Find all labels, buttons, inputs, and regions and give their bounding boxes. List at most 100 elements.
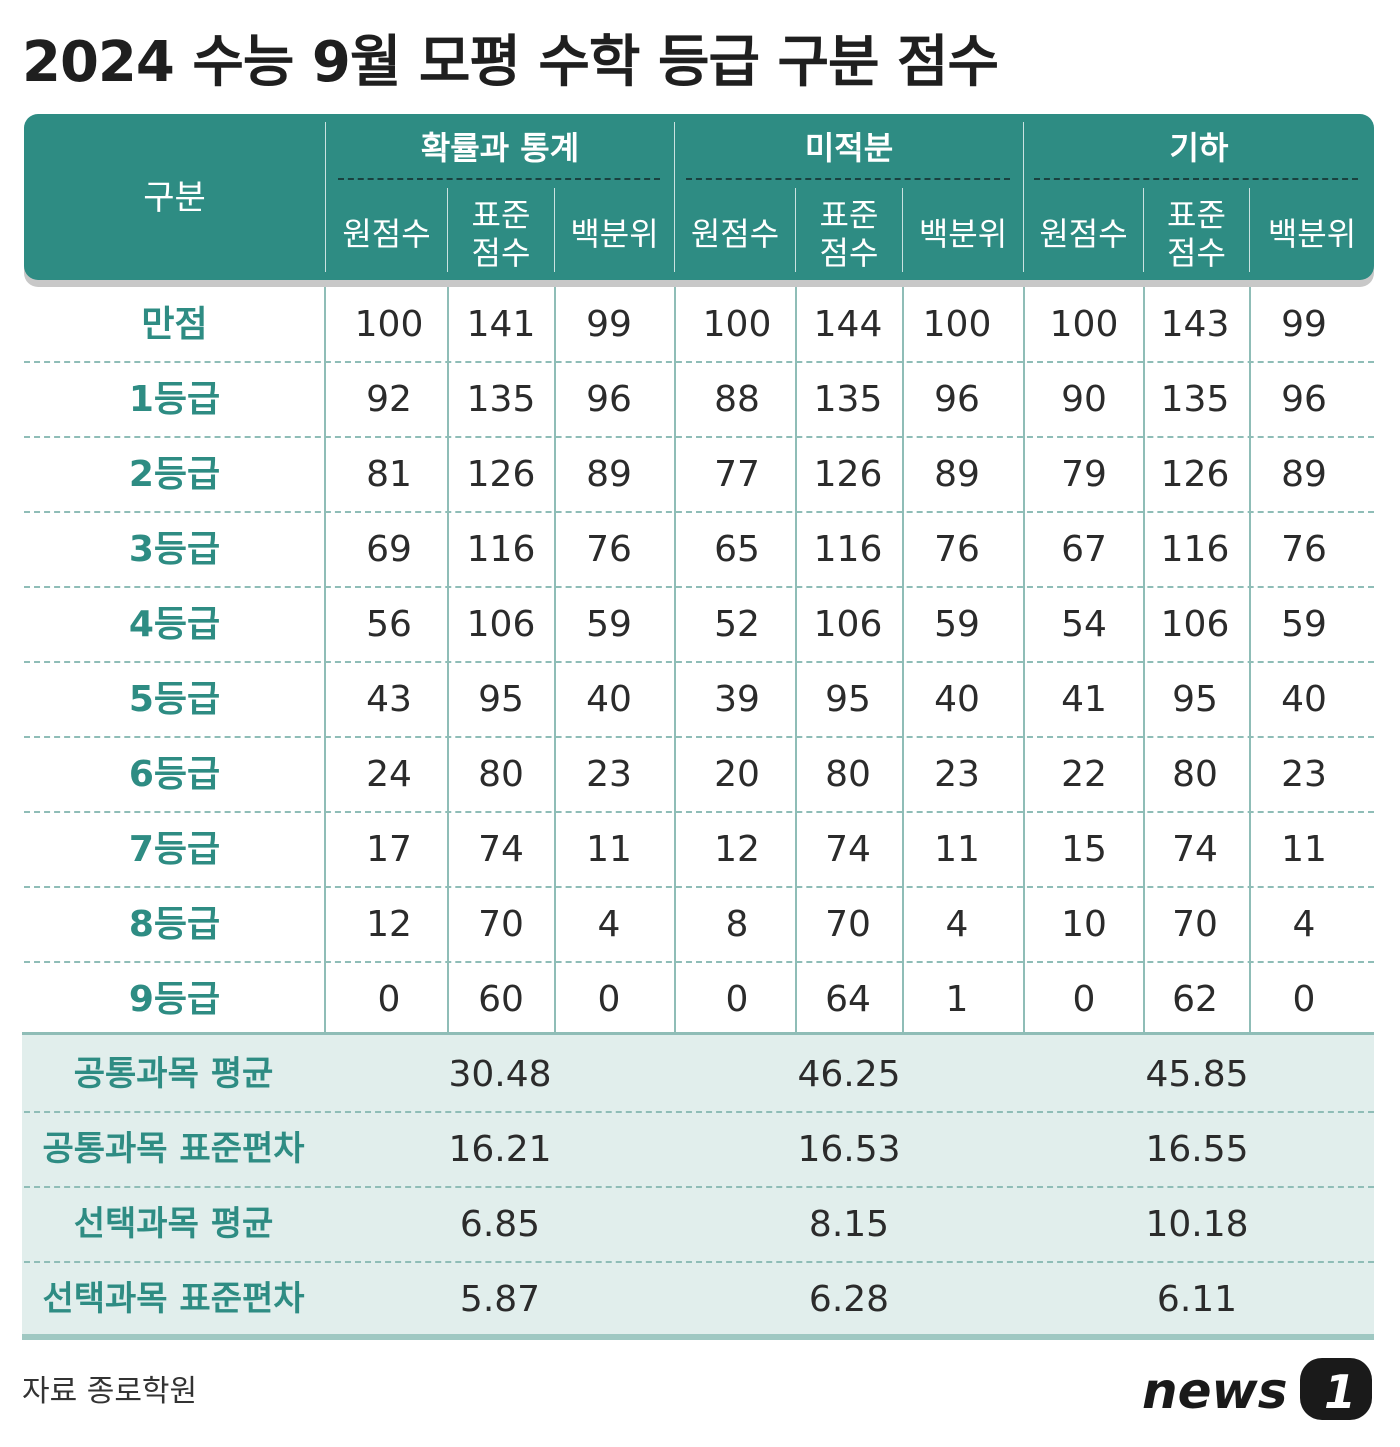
table-cell: 95 xyxy=(825,679,871,720)
group-divider xyxy=(674,287,676,1339)
header-corner-label: 구분 xyxy=(143,178,206,218)
table-cell: 90 xyxy=(1061,379,1107,420)
table-cell: 141 xyxy=(466,304,536,345)
table-cell: 95 xyxy=(478,679,524,720)
stat-value: 16.55 xyxy=(1145,1129,1249,1170)
table-cell: 24 xyxy=(366,754,412,795)
table-cell: 116 xyxy=(1160,529,1230,570)
column-divider xyxy=(1143,287,1145,1032)
table-cell: 67 xyxy=(1061,529,1107,570)
table-cell: 4 xyxy=(1292,904,1316,945)
table-cell: 59 xyxy=(1281,604,1327,645)
table-header: 구분 확률과 통계 미적분 기하 원점수 표준 점수 백분위 원점수 표준 점수 백… xyxy=(24,114,1374,280)
table-cell: 143 xyxy=(1160,304,1230,345)
table-cell: 65 xyxy=(714,529,760,570)
table-cell: 99 xyxy=(1281,304,1327,345)
table-cell: 0 xyxy=(1072,979,1096,1020)
row-label: 5등급 xyxy=(128,679,221,720)
table-cell: 80 xyxy=(1172,754,1218,795)
stat-value: 6.11 xyxy=(1156,1279,1238,1320)
column-divider xyxy=(902,287,904,1032)
table-cell: 11 xyxy=(934,829,980,870)
stat-label: 선택과목 평균 xyxy=(73,1204,274,1244)
col-header-percentile: 백분위 xyxy=(1267,215,1357,253)
row-separator xyxy=(24,736,1374,738)
table-cell: 8 xyxy=(725,904,749,945)
table-cell: 76 xyxy=(1281,529,1327,570)
column-divider xyxy=(1249,287,1251,1032)
header-subdivider xyxy=(554,188,555,272)
stat-value: 6.28 xyxy=(808,1279,890,1320)
table-cell: 23 xyxy=(586,754,632,795)
row-label: 3등급 xyxy=(128,529,221,570)
table-cell: 89 xyxy=(934,454,980,495)
table-cell: 81 xyxy=(366,454,412,495)
stats-section-top-border xyxy=(22,1032,1374,1035)
table-cell: 41 xyxy=(1061,679,1107,720)
stat-value: 45.85 xyxy=(1145,1054,1249,1095)
table-cell: 0 xyxy=(597,979,621,1020)
table-cell: 4 xyxy=(597,904,621,945)
table-cell: 89 xyxy=(586,454,632,495)
row-label: 4등급 xyxy=(128,604,221,645)
table-cell: 74 xyxy=(1172,829,1218,870)
stat-value: 30.48 xyxy=(448,1054,552,1095)
stat-value: 46.25 xyxy=(797,1054,901,1095)
table-cell: 79 xyxy=(1061,454,1107,495)
row-separator xyxy=(24,661,1374,663)
table-cell: 23 xyxy=(934,754,980,795)
subject-header-prob-stats: 확률과 통계 xyxy=(420,129,580,167)
header-subdivider xyxy=(1249,188,1250,272)
table-cell: 15 xyxy=(1061,829,1107,870)
row-label: 1등급 xyxy=(128,379,221,420)
table-cell: 88 xyxy=(714,379,760,420)
table-cell: 92 xyxy=(366,379,412,420)
stat-label: 선택과목 표준편차 xyxy=(42,1279,305,1319)
stat-value: 6.85 xyxy=(459,1204,541,1245)
header-divider xyxy=(674,122,675,272)
table-cell: 39 xyxy=(714,679,760,720)
table-cell: 10 xyxy=(1061,904,1107,945)
header-dash xyxy=(338,178,660,180)
table-cell: 64 xyxy=(825,979,871,1020)
table-cell: 56 xyxy=(366,604,412,645)
header-subdivider xyxy=(1143,188,1144,272)
header-subdivider xyxy=(795,188,796,272)
table-cell: 96 xyxy=(586,379,632,420)
col-header-percentile: 백분위 xyxy=(918,215,1008,253)
table-cell: 135 xyxy=(1160,379,1230,420)
table-cell: 40 xyxy=(1281,679,1327,720)
table-cell: 74 xyxy=(825,829,871,870)
table-cell: 96 xyxy=(1281,379,1327,420)
row-separator xyxy=(24,436,1374,438)
table-cell: 70 xyxy=(1172,904,1218,945)
table-cell: 62 xyxy=(1172,979,1218,1020)
table-cell: 22 xyxy=(1061,754,1107,795)
stat-value: 16.21 xyxy=(448,1129,552,1170)
col-header-raw-score: 원점수 xyxy=(690,215,780,253)
row-label: 9등급 xyxy=(128,979,221,1020)
table-cell: 43 xyxy=(366,679,412,720)
group-divider xyxy=(1023,287,1025,1339)
table-cell: 59 xyxy=(934,604,980,645)
table-cell: 40 xyxy=(934,679,980,720)
source-note: 자료 종로학원 xyxy=(22,1374,198,1409)
table-cell: 126 xyxy=(1160,454,1230,495)
stat-separator xyxy=(24,1261,1374,1263)
table-cell: 23 xyxy=(1281,754,1327,795)
header-dash xyxy=(1034,178,1358,180)
stat-label: 공통과목 표준편차 xyxy=(42,1129,305,1169)
table-cell: 52 xyxy=(714,604,760,645)
row-separator xyxy=(24,361,1374,363)
table-cell: 100 xyxy=(354,304,424,345)
row-label: 7등급 xyxy=(128,829,221,870)
header-subdivider xyxy=(902,188,903,272)
table-cell: 12 xyxy=(714,829,760,870)
row-label: 만점 xyxy=(141,304,208,345)
column-divider xyxy=(554,287,556,1032)
column-divider xyxy=(447,287,449,1032)
table-cell: 11 xyxy=(1281,829,1327,870)
table-cell: 116 xyxy=(466,529,536,570)
stat-separator xyxy=(24,1186,1374,1188)
table-cell: 59 xyxy=(586,604,632,645)
